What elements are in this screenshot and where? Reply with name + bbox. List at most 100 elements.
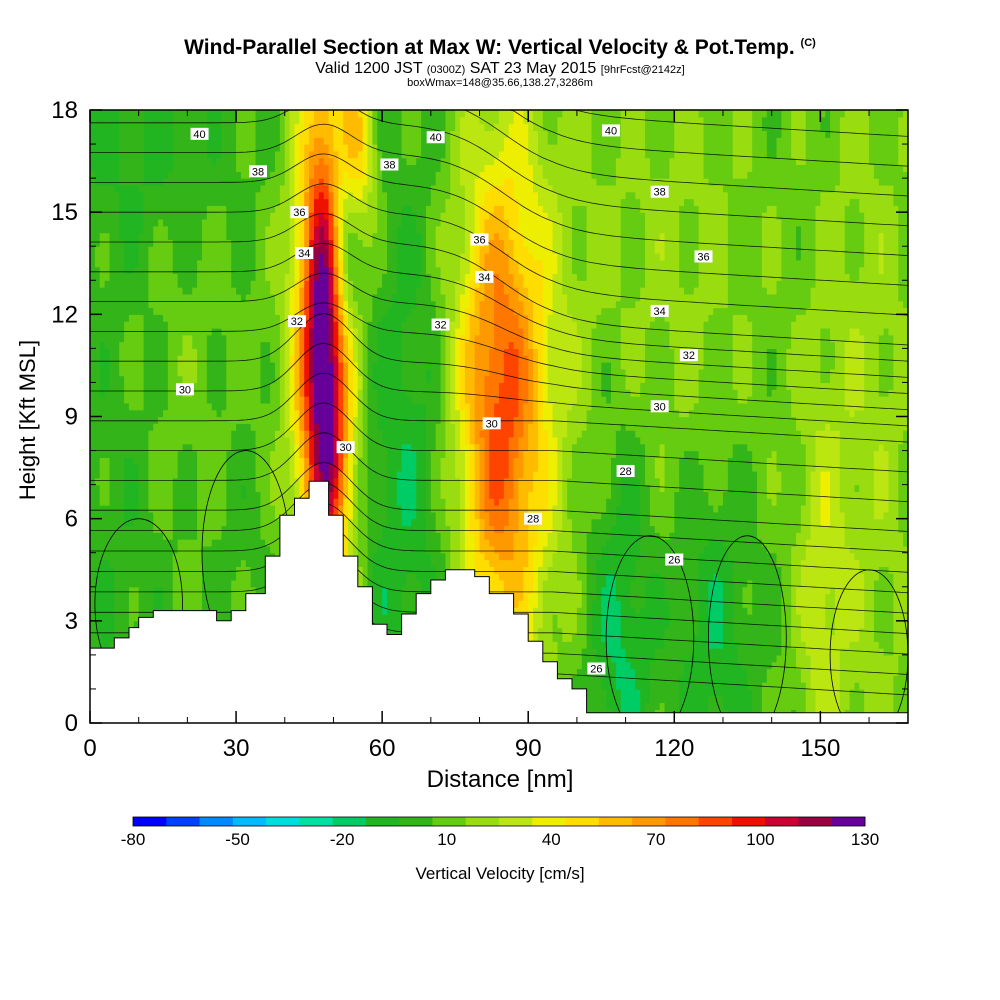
velocity-cell <box>182 110 188 118</box>
velocity-cell <box>187 491 193 499</box>
velocity-cell <box>109 116 115 125</box>
velocity-cell <box>158 341 164 349</box>
velocity-cell <box>143 430 150 438</box>
velocity-cell <box>148 593 154 601</box>
velocity-cell <box>138 348 145 356</box>
velocity-cell <box>99 477 106 486</box>
velocity-cell <box>284 280 291 288</box>
velocity-cell <box>119 232 125 241</box>
velocity-cell <box>275 321 281 329</box>
velocity-cell <box>119 130 125 138</box>
velocity-cell <box>275 116 281 125</box>
velocity-cell <box>104 586 111 595</box>
velocity-cell <box>240 484 247 493</box>
velocity-cell <box>240 430 247 438</box>
velocity-cell <box>114 518 120 527</box>
velocity-cell <box>221 355 227 363</box>
velocity-cell <box>304 130 310 138</box>
velocity-cell <box>114 266 120 275</box>
velocity-cell <box>197 253 203 261</box>
velocity-cell <box>352 266 359 275</box>
velocity-cell <box>221 280 227 288</box>
velocity-cell <box>313 389 320 397</box>
velocity-cell <box>265 525 271 533</box>
velocity-cell <box>90 443 96 452</box>
velocity-cell <box>138 607 145 615</box>
velocity-cell <box>343 470 349 479</box>
velocity-cell <box>197 573 203 581</box>
velocity-cell <box>289 375 296 384</box>
velocity-cell <box>90 586 96 595</box>
velocity-cell <box>279 300 286 309</box>
velocity-cell <box>260 389 266 397</box>
velocity-cell <box>255 511 262 520</box>
velocity-cell <box>138 416 145 424</box>
velocity-cell <box>343 137 349 145</box>
velocity-cell <box>167 436 174 445</box>
velocity-cell <box>104 212 111 220</box>
velocity-cell <box>133 573 140 581</box>
velocity-cell <box>318 334 325 343</box>
velocity-cell <box>148 287 154 295</box>
velocity-cell <box>197 287 203 295</box>
velocity-cell <box>294 198 300 206</box>
velocity-cell <box>211 321 218 329</box>
velocity-cell <box>240 218 247 227</box>
velocity-cell <box>304 382 310 390</box>
velocity-cell <box>289 184 296 193</box>
velocity-cell <box>192 600 198 608</box>
velocity-cell <box>279 389 286 397</box>
velocity-cell <box>177 430 184 438</box>
velocity-cell <box>148 321 154 329</box>
velocity-cell <box>163 144 169 152</box>
velocity-cell <box>109 389 115 397</box>
velocity-cell <box>206 293 213 302</box>
velocity-cell <box>275 287 281 295</box>
velocity-cell <box>211 409 218 418</box>
velocity-cell <box>270 341 276 349</box>
velocity-cell <box>192 355 198 363</box>
velocity-cell <box>177 232 184 241</box>
velocity-cell <box>309 450 315 458</box>
velocity-cell <box>104 368 111 377</box>
velocity-cell <box>148 191 154 200</box>
velocity-cell <box>255 130 262 138</box>
velocity-cell <box>236 110 242 118</box>
velocity-cell <box>250 232 257 241</box>
velocity-cell <box>294 334 300 343</box>
velocity-cell <box>231 239 237 247</box>
velocity-cell <box>114 246 120 254</box>
velocity-cell <box>226 593 232 601</box>
velocity-cell <box>284 300 291 309</box>
velocity-cell <box>138 218 145 227</box>
velocity-cell <box>216 164 223 172</box>
velocity-cell <box>318 157 325 166</box>
velocity-cell <box>104 110 111 118</box>
velocity-cell <box>167 477 174 486</box>
velocity-cell <box>163 171 169 179</box>
velocity-cell <box>309 280 315 288</box>
velocity-cell <box>104 593 111 601</box>
velocity-cell <box>104 239 111 247</box>
velocity-cell <box>338 362 344 370</box>
velocity-cell <box>99 178 106 186</box>
velocity-cell <box>313 334 320 343</box>
velocity-cell <box>128 559 135 567</box>
velocity-cell <box>250 518 257 527</box>
velocity-cell <box>99 484 106 493</box>
velocity-cell <box>182 232 188 241</box>
velocity-cell <box>158 178 164 186</box>
velocity-cell <box>206 184 213 193</box>
velocity-cell <box>211 362 218 370</box>
velocity-cell <box>309 396 315 404</box>
velocity-cell <box>338 450 344 458</box>
velocity-cell <box>138 178 145 186</box>
velocity-cell <box>255 321 262 329</box>
velocity-cell <box>143 545 150 554</box>
velocity-cell <box>250 280 257 288</box>
velocity-cell <box>231 409 237 418</box>
velocity-cell <box>352 539 359 547</box>
velocity-cell <box>206 430 213 438</box>
velocity-cell <box>153 430 159 438</box>
velocity-cell <box>333 116 339 125</box>
